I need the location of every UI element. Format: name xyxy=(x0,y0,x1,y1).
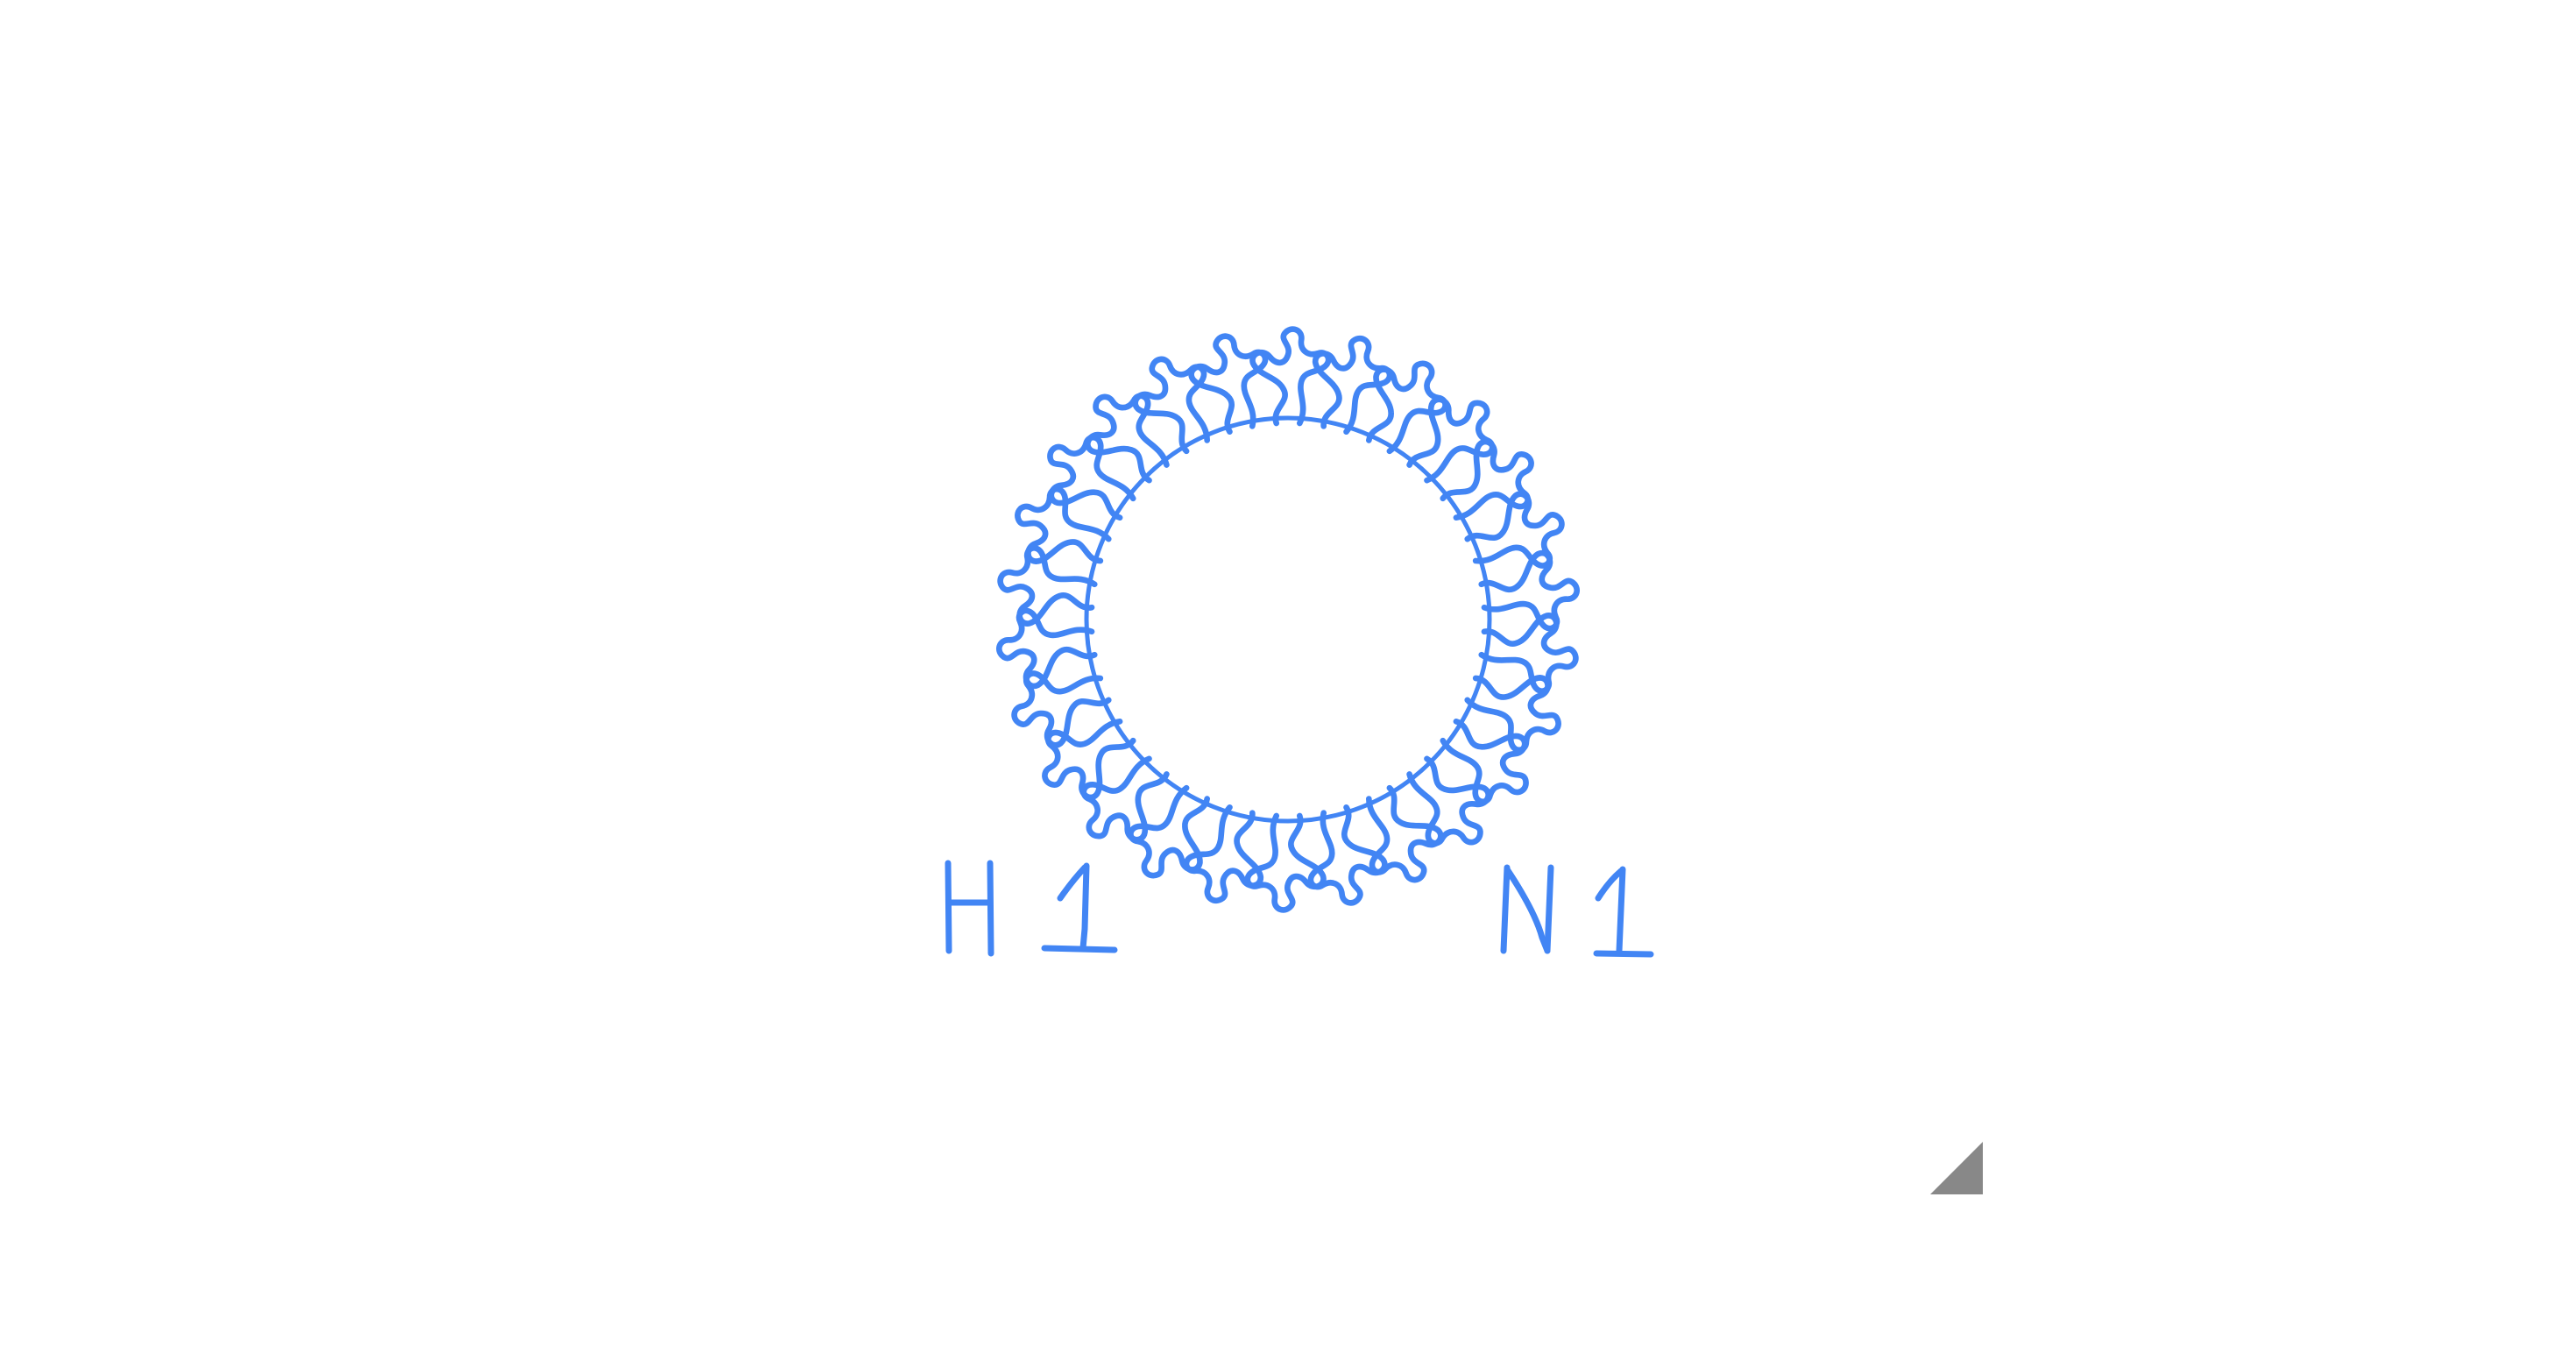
surface-protein-spike xyxy=(1365,360,1448,455)
surface-protein-spike xyxy=(1478,549,1580,632)
surface-protein-spike xyxy=(1011,670,1112,748)
surface-protein-spike xyxy=(1128,784,1211,879)
surface-protein-spike xyxy=(1085,393,1170,484)
surface-protein-spike xyxy=(1183,804,1264,904)
surface-protein-spike xyxy=(1464,491,1565,569)
virus-envelope xyxy=(1084,415,1492,824)
surface-protein-spike xyxy=(1312,335,1393,436)
label-n1 xyxy=(1500,864,1654,958)
label-h1 xyxy=(945,860,1118,957)
surface-protein-spike xyxy=(1132,356,1211,455)
virus-diagram xyxy=(996,326,1580,913)
surface-protein-spike xyxy=(1406,755,1491,847)
surface-protein-spike xyxy=(996,607,1098,690)
canvas-resize-handle[interactable] xyxy=(1930,1142,1983,1194)
surface-protein-spike xyxy=(1188,333,1269,436)
surface-proteins xyxy=(996,326,1580,913)
surface-protein-spike xyxy=(1080,755,1170,843)
surface-protein-spike xyxy=(1249,326,1332,427)
surface-protein-spike xyxy=(1244,812,1327,913)
surface-protein-spike xyxy=(1365,784,1444,883)
surface-protein-spike xyxy=(1406,396,1496,484)
